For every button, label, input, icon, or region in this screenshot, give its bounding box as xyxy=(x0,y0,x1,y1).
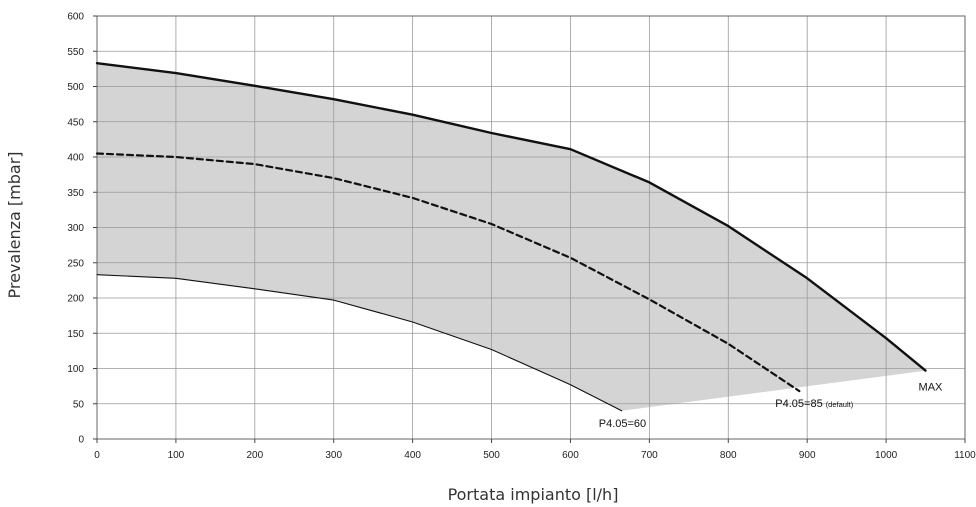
operating-area-fill xyxy=(97,63,926,411)
x-tick-label: 900 xyxy=(799,450,816,461)
x-tick-label: 700 xyxy=(641,450,658,461)
annotation-label: P4.05=85 (default) xyxy=(775,398,853,410)
y-axis-title: Prevalenza [mbar] xyxy=(5,151,24,298)
y-tick-label: 100 xyxy=(67,364,84,375)
x-tick-label: 100 xyxy=(168,450,185,461)
x-tick-labels: 0 100 200 300 400 500 600 700 800 900 1000 1100 xyxy=(94,439,976,461)
y-tick-label: 450 xyxy=(67,117,84,128)
y-tick-label: 250 xyxy=(67,258,84,269)
shaded-region-group xyxy=(97,63,926,411)
x-tick-label: 300 xyxy=(325,450,342,461)
y-tick-label: 500 xyxy=(67,82,84,93)
annotation-label: P4.05=60 xyxy=(599,418,646,430)
series-lines xyxy=(95,62,927,412)
annotations: MAX P4.05=85 (default) P4.05=60 xyxy=(599,382,943,430)
x-tick-label: 1000 xyxy=(875,450,898,461)
y-tick-label: 50 xyxy=(73,399,85,410)
series-line-p4-05-85 xyxy=(95,152,801,393)
y-tick-label: 350 xyxy=(67,188,84,199)
series-line-p4-05-60 xyxy=(96,274,623,412)
x-tick-label: 400 xyxy=(404,450,421,461)
x-tick-label: 0 xyxy=(94,450,100,461)
y-tick-label: 400 xyxy=(67,153,84,164)
x-tick-label: 500 xyxy=(483,450,500,461)
annotation-label: MAX xyxy=(919,382,944,394)
x-tick-label: 200 xyxy=(246,450,263,461)
x-tick-label: 1100 xyxy=(954,450,976,461)
x-tick-label: 600 xyxy=(562,450,579,461)
series-line-max xyxy=(95,62,927,372)
x-axis-title: Portata impianto [l/h] xyxy=(448,485,619,504)
y-tick-label: 600 xyxy=(67,12,84,23)
y-tick-label: 300 xyxy=(67,223,84,234)
y-tick-label: 550 xyxy=(67,47,84,58)
y-tick-label: 200 xyxy=(67,294,84,305)
y-tick-label: 0 xyxy=(78,435,84,446)
x-tick-label: 800 xyxy=(720,450,737,461)
y-tick-labels: 0 50 100 150 200 250 300 350 400 450 500 550 600 xyxy=(67,12,97,446)
y-tick-label: 150 xyxy=(67,329,84,340)
